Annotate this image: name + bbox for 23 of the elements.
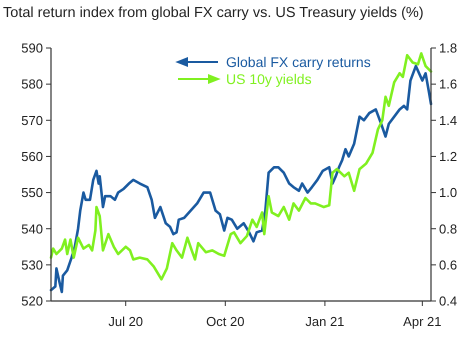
x-tick-label: Apr 21 — [403, 314, 442, 329]
y-tick-label: 590 — [21, 40, 43, 56]
legend-label: US 10y yields — [226, 70, 312, 87]
y2-tick-label: 1.8 — [439, 40, 458, 56]
y-tick-label: 540 — [21, 221, 43, 236]
y2-tick-label: 0.6 — [439, 257, 458, 272]
y2-tick-label: 1.0 — [439, 185, 458, 200]
x-tick-label: Oct 20 — [206, 314, 244, 329]
y-tick-label: 530 — [21, 257, 43, 272]
y2-tick-label: 0.8 — [439, 221, 458, 236]
x-tick-label: Jul 20 — [108, 314, 144, 329]
y-tick-label: 550 — [21, 185, 43, 200]
y-tick-label: 560 — [21, 148, 43, 164]
y-tick-label: 570 — [21, 112, 43, 128]
y2-tick-label: 1.2 — [439, 148, 458, 164]
y-tick-label: 580 — [21, 76, 43, 92]
y-tick-label: 520 — [21, 294, 43, 309]
legend-label: Global FX carry returns — [226, 54, 371, 70]
x-tick-label: Jan 21 — [305, 314, 344, 329]
y2-tick-label: 0.4 — [439, 294, 458, 309]
y2-tick-label: 1.6 — [439, 76, 458, 92]
chart-title: Total return index from global FX carry vs. US Treasury yields (%) — [3, 5, 424, 21]
y2-tick-label: 1.4 — [439, 112, 458, 128]
